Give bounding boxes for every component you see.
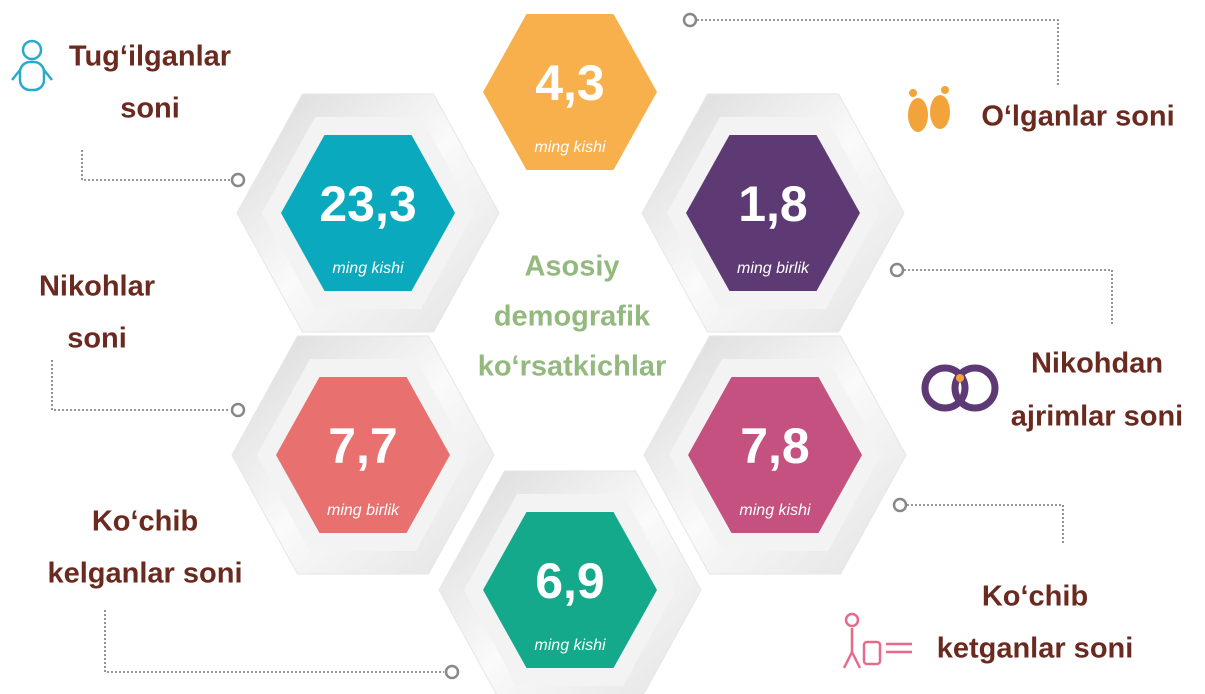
- label: soni: [120, 93, 180, 125]
- value: 7,8: [740, 418, 810, 474]
- unit: ming kishi: [332, 260, 404, 277]
- unit: ming kishi: [739, 502, 811, 519]
- value: 1,8: [738, 176, 808, 232]
- value: 6,9: [535, 553, 605, 609]
- baby-icon: [11, 39, 53, 92]
- hex: [281, 135, 455, 291]
- hex: [483, 14, 657, 170]
- label: Nikohdan: [1031, 348, 1163, 380]
- center-title: Asosiy: [524, 251, 619, 283]
- unit: ming birlik: [737, 260, 810, 277]
- content: 23,3 ming kishi Tug‘ilganlar soni 4,3 ming ki…: [39, 14, 1183, 668]
- label: Tug‘ilganlar: [69, 41, 231, 73]
- center-title: ko‘rsatkichlar: [478, 351, 667, 383]
- hex: [276, 377, 450, 533]
- label: soni: [67, 323, 127, 355]
- label: Nikohlar: [39, 271, 155, 303]
- traveler-icon: [842, 612, 912, 669]
- rings-icon: [921, 364, 999, 412]
- label: O‘lganlar soni: [981, 101, 1174, 133]
- hex: [483, 512, 657, 668]
- unit: ming birlik: [327, 502, 400, 519]
- hex: [688, 377, 862, 533]
- label: kelganlar soni: [47, 558, 242, 590]
- label: ketganlar soni: [937, 633, 1134, 665]
- unit: ming kishi: [534, 637, 606, 654]
- label: Ko‘chib: [92, 506, 198, 538]
- value: 7,7: [328, 418, 398, 474]
- label: ajrimlar soni: [1011, 401, 1183, 433]
- connectors: [51, 12, 1113, 680]
- hex: [686, 135, 860, 291]
- value: 23,3: [319, 176, 416, 232]
- value: 4,3: [535, 55, 605, 111]
- feet-icon: [908, 86, 950, 132]
- unit: ming kishi: [534, 139, 606, 156]
- center-title: demografik: [494, 301, 651, 333]
- label: Ko‘chib: [982, 581, 1088, 613]
